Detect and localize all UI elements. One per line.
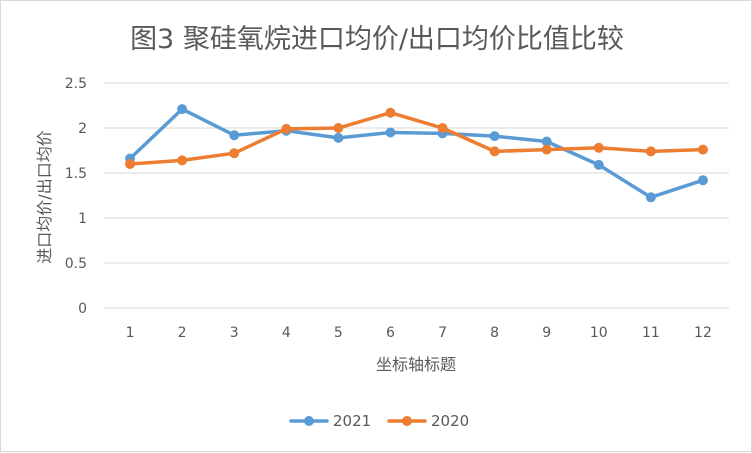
series-line <box>128 107 705 200</box>
data-point <box>489 131 500 142</box>
data-point <box>645 146 656 157</box>
data-point <box>593 159 604 170</box>
data-point <box>697 144 708 155</box>
legend-label: 2020 <box>431 412 469 430</box>
x-tick-label: 9 <box>542 325 551 341</box>
data-point <box>437 123 448 133</box>
y-tick-label: 0.5 <box>65 256 87 272</box>
y-axis-title: 进口均价/出口均价 <box>35 130 54 263</box>
data-point <box>541 144 552 155</box>
data-point <box>385 127 396 138</box>
grid-lines <box>104 82 729 309</box>
y-tick-label: 2.5 <box>65 76 87 92</box>
chart-title: 图3 聚硅氧烷进口均价/出口均价比值比较 <box>130 24 624 55</box>
x-tick-label: 5 <box>334 325 343 341</box>
y-tick-label: 2 <box>78 121 87 137</box>
data-point <box>645 192 656 203</box>
data-point <box>333 123 344 133</box>
data-point <box>489 146 500 157</box>
y-tick-label: 0 <box>78 301 87 317</box>
x-tick-label: 7 <box>438 325 447 341</box>
x-tick-label: 11 <box>642 325 660 341</box>
x-tick-labels: 1 2 3 4 5 6 7 8 9 10 11 12 <box>126 325 712 341</box>
y-tick-label: 1 <box>78 211 87 227</box>
x-tick-label: 3 <box>230 325 239 341</box>
x-tick-label: 4 <box>282 325 291 341</box>
data-point <box>125 159 136 169</box>
data-point <box>229 148 240 159</box>
y-tick-labels: 0 0.5 1 1.5 2 2.5 <box>65 76 87 317</box>
x-tick-label: 10 <box>590 325 608 341</box>
x-tick-label: 12 <box>694 325 712 341</box>
data-point <box>697 175 708 186</box>
y-tick-label: 1.5 <box>65 166 87 182</box>
x-tick-label: 6 <box>386 325 395 341</box>
legend-marker <box>402 416 412 426</box>
legend-marker <box>304 416 314 426</box>
legend-label: 2021 <box>333 412 371 430</box>
data-point <box>229 130 240 141</box>
data-point <box>281 123 292 134</box>
data-point <box>541 136 552 147</box>
data-point <box>385 107 396 118</box>
data-point <box>177 155 188 166</box>
data-point <box>177 104 188 115</box>
x-tick-label: 2 <box>178 325 187 341</box>
series-line <box>128 110 705 166</box>
x-tick-label: 1 <box>126 325 135 341</box>
series-2020 <box>125 107 708 169</box>
data-point <box>333 132 344 143</box>
x-tick-label: 8 <box>490 325 499 341</box>
legend: 2021 2020 <box>289 412 469 430</box>
legend-item-2020: 2020 <box>387 412 469 430</box>
x-axis-title: 坐标轴标题 <box>376 355 456 374</box>
series-group <box>125 104 708 203</box>
data-point <box>593 142 604 153</box>
legend-item-2021: 2021 <box>289 412 371 430</box>
